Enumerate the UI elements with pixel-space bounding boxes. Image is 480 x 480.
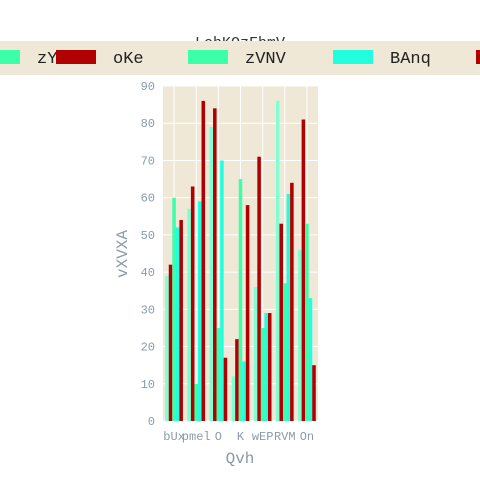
x-tick-label: bUx (163, 430, 185, 444)
y-tick-label: 10 (141, 378, 155, 392)
legend-swatch (56, 50, 96, 64)
x-tick-label: pmel (182, 430, 211, 444)
legend-label: BAnq (390, 50, 431, 69)
bar (283, 283, 287, 421)
bar (223, 357, 228, 421)
y-tick-label: 20 (141, 341, 155, 355)
bar (220, 160, 224, 421)
bar (187, 208, 191, 421)
bar (290, 182, 294, 421)
bar (308, 298, 313, 421)
bar (190, 186, 195, 421)
legend: zY oKe zVNV BAnq (0, 50, 480, 69)
y-tick-label: 80 (141, 117, 155, 131)
bars (165, 100, 316, 421)
bar (279, 223, 284, 421)
y-axis-label: vXVXA (114, 230, 132, 278)
legend-swatch (188, 50, 228, 64)
y-ticks: 0 10 20 30 40 50 60 70 80 90 (141, 80, 155, 429)
bar (235, 339, 239, 421)
bar (209, 126, 214, 421)
y-tick-label: 30 (141, 303, 155, 317)
bar (231, 376, 236, 421)
bar (179, 220, 183, 421)
bar (301, 119, 306, 421)
bar (201, 100, 206, 421)
legend-swatch (333, 50, 373, 64)
legend-swatch (0, 50, 20, 64)
y-tick-label: 40 (141, 266, 155, 280)
bar (275, 100, 280, 421)
bar (242, 361, 246, 421)
bar (260, 327, 265, 421)
bar (175, 227, 180, 421)
y-tick-label: 50 (141, 229, 155, 243)
x-tick-label: O (215, 430, 222, 444)
y-tick-label: 60 (141, 192, 155, 206)
bar (238, 179, 243, 421)
y-tick-label: 0 (148, 415, 155, 429)
bar (253, 287, 258, 421)
bar (305, 223, 309, 421)
bar (194, 383, 198, 421)
y-tick-label: 70 (141, 154, 155, 168)
bar (197, 201, 202, 421)
x-tick-label: RVM (274, 430, 296, 444)
legend-swatch (476, 50, 480, 64)
bar (298, 249, 302, 421)
bar (172, 197, 176, 421)
x-axis-label: Qvh (226, 450, 255, 468)
bar (267, 313, 272, 421)
bar (168, 264, 173, 421)
bar (286, 193, 291, 421)
y-tick-label: 90 (141, 80, 155, 94)
x-tick-label: wEP (252, 430, 274, 444)
bar (264, 313, 268, 421)
bar (245, 205, 250, 421)
bar (216, 327, 221, 421)
bar (312, 365, 316, 421)
bar (257, 156, 261, 421)
legend-label: zVNV (245, 50, 287, 69)
legend-label: oKe (113, 50, 144, 69)
legend-label: zY (37, 50, 57, 69)
x-tick-label: On (300, 430, 314, 444)
x-tick-label: K (237, 430, 245, 444)
bar (213, 108, 217, 421)
bar (165, 275, 169, 421)
